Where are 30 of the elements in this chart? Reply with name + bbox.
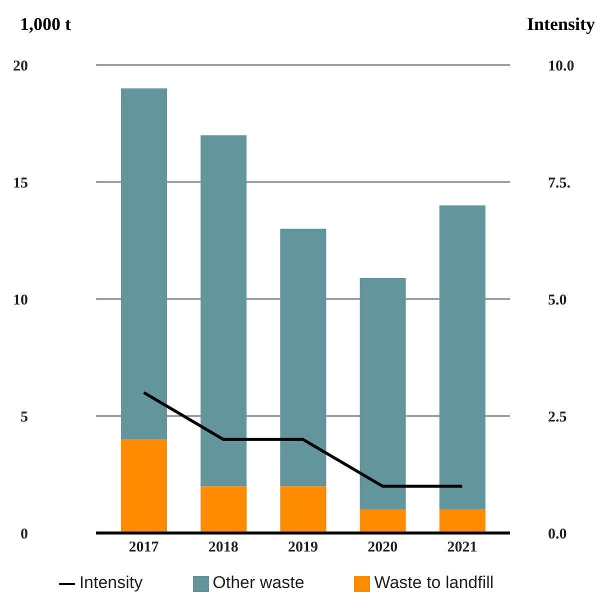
bar [280, 486, 326, 533]
y-tick-label: 0 [20, 526, 28, 542]
y-tick-label: 15 [13, 175, 28, 192]
x-tick-label: 2018 [208, 540, 238, 556]
bar [200, 486, 247, 533]
y2-tick-label: 10.0 [548, 58, 574, 74]
y2-tick-label: 5.0 [548, 292, 567, 308]
y-tick-label: 20 [13, 58, 28, 74]
bar [280, 228, 326, 486]
y-tick-label: 10 [13, 292, 28, 308]
y2-tick-label: 0.0 [548, 526, 567, 542]
bar [121, 88, 167, 440]
legend-label: Waste to landfill [374, 573, 494, 592]
legend-label: Other waste [212, 573, 304, 592]
y2-tick-label: 2.5 [548, 409, 567, 426]
y2-axis-title: Intensity [526, 14, 595, 35]
x-tick-label: 2017 [128, 540, 160, 556]
bar [121, 439, 167, 533]
y2-tick-label: 7.5. [548, 175, 571, 192]
y-axis-title: 1,000 t [20, 14, 71, 35]
bar [439, 205, 486, 510]
bar [439, 510, 486, 533]
bar [360, 278, 406, 510]
y-tick-label: 5 [20, 409, 28, 426]
x-tick-label: 2019 [288, 540, 318, 556]
bar [360, 510, 406, 533]
bar [200, 135, 247, 486]
x-tick-label: 2021 [447, 540, 478, 556]
x-tick-label: 2020 [368, 540, 398, 556]
legend-label: Intensity [79, 573, 143, 592]
